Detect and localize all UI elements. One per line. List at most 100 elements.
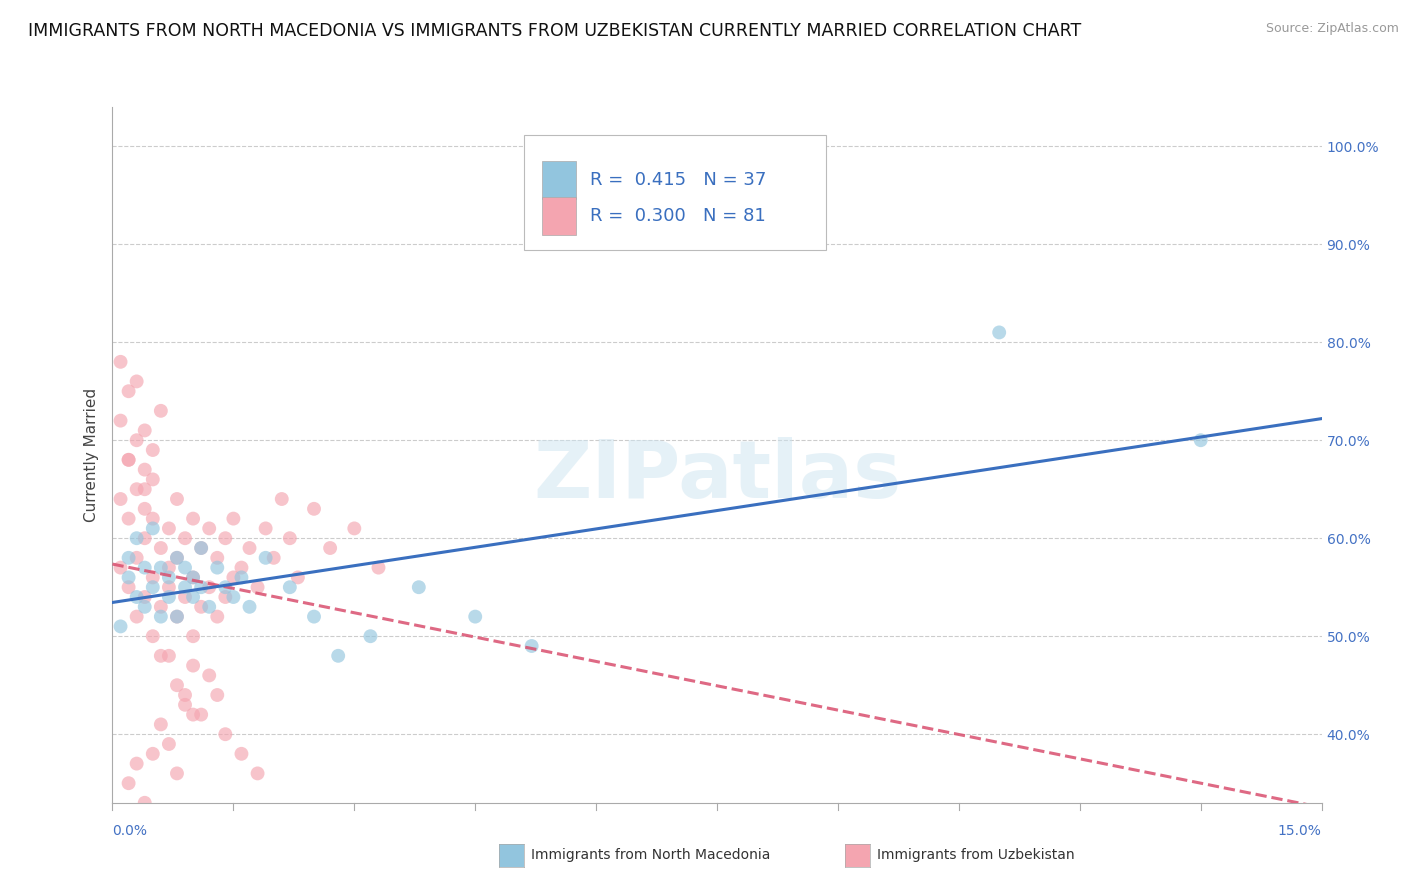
- Point: [231, 570, 253, 584]
- Point: [254, 550, 277, 565]
- Point: [174, 580, 197, 594]
- Point: [125, 550, 148, 565]
- Point: [190, 541, 212, 555]
- Point: [157, 560, 180, 574]
- Point: [287, 570, 309, 584]
- Point: [174, 560, 197, 574]
- Point: [359, 629, 381, 643]
- Point: [207, 560, 229, 574]
- Point: [110, 355, 132, 369]
- Point: [142, 521, 165, 535]
- Point: [166, 609, 188, 624]
- Point: [149, 609, 172, 624]
- Point: [117, 452, 139, 467]
- Point: [166, 609, 188, 624]
- Point: [181, 590, 204, 604]
- Point: [181, 629, 204, 643]
- Point: [149, 541, 172, 555]
- Point: [181, 511, 204, 525]
- Point: [149, 599, 172, 614]
- Text: Source: ZipAtlas.com: Source: ZipAtlas.com: [1265, 22, 1399, 36]
- Point: [166, 491, 188, 506]
- Point: [231, 747, 253, 761]
- Point: [270, 491, 292, 506]
- Bar: [541, 161, 575, 199]
- Point: [142, 443, 165, 458]
- Point: [110, 414, 132, 428]
- Point: [157, 570, 180, 584]
- FancyBboxPatch shape: [523, 135, 825, 250]
- Text: Immigrants from North Macedonia: Immigrants from North Macedonia: [531, 848, 770, 863]
- Point: [207, 688, 229, 702]
- Point: [278, 531, 301, 545]
- Point: [157, 590, 180, 604]
- Point: [117, 452, 139, 467]
- Point: [246, 766, 269, 780]
- Point: [157, 737, 180, 751]
- Point: [222, 590, 245, 604]
- Point: [157, 521, 180, 535]
- Text: R =  0.300   N = 81: R = 0.300 N = 81: [591, 207, 766, 225]
- Point: [134, 482, 156, 496]
- Point: [149, 560, 172, 574]
- Point: [166, 678, 188, 692]
- Point: [149, 717, 172, 731]
- Point: [110, 491, 132, 506]
- Point: [174, 688, 197, 702]
- Point: [246, 580, 269, 594]
- Point: [181, 570, 204, 584]
- Text: 15.0%: 15.0%: [1278, 824, 1322, 838]
- Point: [174, 590, 197, 604]
- Point: [367, 560, 389, 574]
- Point: [214, 727, 236, 741]
- Point: [464, 609, 486, 624]
- Point: [222, 511, 245, 525]
- Point: [520, 639, 543, 653]
- Point: [408, 580, 430, 594]
- Point: [125, 590, 148, 604]
- Point: [134, 424, 156, 438]
- Point: [142, 511, 165, 525]
- Point: [328, 648, 350, 663]
- Point: [134, 796, 156, 810]
- Point: [302, 609, 325, 624]
- Point: [117, 570, 139, 584]
- Point: [254, 521, 277, 535]
- Point: [319, 541, 342, 555]
- Point: [125, 531, 148, 545]
- Point: [207, 609, 229, 624]
- Point: [125, 434, 148, 448]
- Point: [190, 707, 212, 722]
- Point: [110, 560, 132, 574]
- Point: [166, 766, 188, 780]
- Point: [117, 384, 139, 399]
- Point: [174, 531, 197, 545]
- Point: [181, 658, 204, 673]
- Point: [125, 756, 148, 771]
- Point: [988, 326, 1011, 340]
- Point: [181, 707, 204, 722]
- Point: [263, 550, 285, 565]
- Text: 0.0%: 0.0%: [112, 824, 148, 838]
- Point: [117, 511, 139, 525]
- Point: [181, 570, 204, 584]
- Point: [117, 776, 139, 790]
- Point: [149, 648, 172, 663]
- Point: [125, 609, 148, 624]
- Point: [125, 375, 148, 389]
- Point: [117, 580, 139, 594]
- Point: [125, 482, 148, 496]
- Text: IMMIGRANTS FROM NORTH MACEDONIA VS IMMIGRANTS FROM UZBEKISTAN CURRENTLY MARRIED : IMMIGRANTS FROM NORTH MACEDONIA VS IMMIG…: [28, 22, 1081, 40]
- Point: [198, 580, 221, 594]
- Point: [278, 580, 301, 594]
- Point: [238, 541, 260, 555]
- Point: [231, 560, 253, 574]
- Y-axis label: Currently Married: Currently Married: [84, 388, 100, 522]
- Text: Immigrants from Uzbekistan: Immigrants from Uzbekistan: [877, 848, 1076, 863]
- Point: [134, 462, 156, 476]
- Bar: [541, 197, 575, 235]
- Point: [149, 404, 172, 418]
- Point: [190, 599, 212, 614]
- Point: [117, 550, 139, 565]
- Point: [166, 550, 188, 565]
